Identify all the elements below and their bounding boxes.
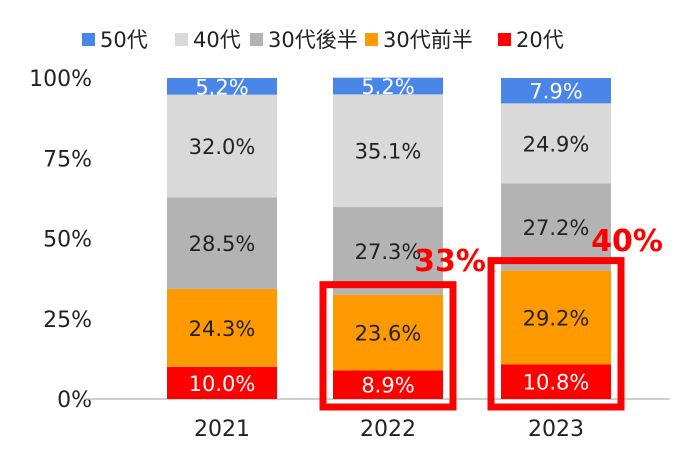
bar-2022-series-1 bbox=[333, 370, 443, 399]
data-label: 28.5% bbox=[189, 232, 256, 256]
bar-2021-series-3 bbox=[167, 197, 277, 289]
highlight-box-2022 bbox=[319, 281, 457, 411]
legend-label: 30代後半 bbox=[268, 28, 358, 52]
bars: 10.0% 24.3% 28.5% 32.0% 5.2% 8.9% 23.6% 27.3% 35… bbox=[167, 75, 611, 399]
data-label: 5.2% bbox=[361, 75, 414, 99]
data-label: 29.2% bbox=[523, 306, 590, 330]
bar-2022-series-5 bbox=[333, 77, 443, 95]
legend-label: 30代前半 bbox=[383, 28, 473, 52]
legend-swatch bbox=[82, 33, 95, 46]
bar-2023-series-4 bbox=[501, 103, 611, 184]
x-tick-label: 2022 bbox=[360, 417, 416, 442]
y-tick-label: 50% bbox=[43, 228, 92, 253]
data-label: 35.1% bbox=[355, 140, 422, 164]
legend-swatch bbox=[498, 33, 511, 46]
data-label: 10.8% bbox=[523, 371, 590, 395]
bar-2023-series-5 bbox=[501, 78, 611, 104]
x-tick-label: 2021 bbox=[194, 417, 250, 442]
legend-swatch bbox=[175, 33, 188, 46]
data-label: 8.9% bbox=[361, 374, 414, 398]
legend-label: 50代 bbox=[100, 28, 148, 52]
data-label: 24.9% bbox=[523, 132, 590, 156]
bar-2021-series-1 bbox=[167, 366, 277, 399]
bar-2021-series-2 bbox=[167, 288, 277, 367]
annotations: 33% 40% bbox=[319, 224, 663, 411]
data-label: 24.3% bbox=[189, 317, 256, 341]
bar-2023-series-2 bbox=[501, 270, 611, 365]
bar-2021-series-5 bbox=[167, 78, 277, 95]
bar-2022-series-3 bbox=[333, 207, 443, 295]
bar-2022-series-4 bbox=[333, 94, 443, 208]
legend: 50代 40代 30代後半 30代前半 20代 bbox=[82, 28, 564, 52]
data-label: 7.9% bbox=[529, 80, 582, 104]
annotation-label: 33% bbox=[414, 244, 486, 279]
y-tick-label: 0% bbox=[57, 388, 92, 413]
bar-2022-series-2 bbox=[333, 294, 443, 371]
legend-swatch bbox=[365, 33, 378, 46]
annotation-label: 40% bbox=[591, 224, 663, 259]
y-tick-label: 75% bbox=[43, 147, 92, 172]
highlight-box-2023 bbox=[487, 257, 625, 411]
y-axis: 0% 25% 50% 75% 100% bbox=[29, 67, 92, 413]
data-label: 10.0% bbox=[189, 372, 256, 396]
y-tick-label: 25% bbox=[43, 308, 92, 333]
legend-label: 40代 bbox=[193, 28, 241, 52]
bar-2023-series-3 bbox=[501, 183, 611, 271]
data-label: 27.3% bbox=[355, 240, 422, 264]
data-label: 5.2% bbox=[195, 75, 248, 99]
x-axis: 2021 2022 2023 bbox=[194, 417, 584, 442]
legend-label: 20代 bbox=[516, 28, 564, 52]
y-tick-label: 100% bbox=[29, 67, 92, 92]
data-label: 27.2% bbox=[523, 216, 590, 240]
data-label: 32.0% bbox=[189, 135, 256, 159]
bar-2021-series-4 bbox=[167, 94, 277, 198]
bar-2023-series-1 bbox=[501, 364, 611, 399]
x-tick-label: 2023 bbox=[528, 417, 584, 442]
data-label: 23.6% bbox=[355, 322, 422, 346]
legend-swatch bbox=[250, 33, 263, 46]
